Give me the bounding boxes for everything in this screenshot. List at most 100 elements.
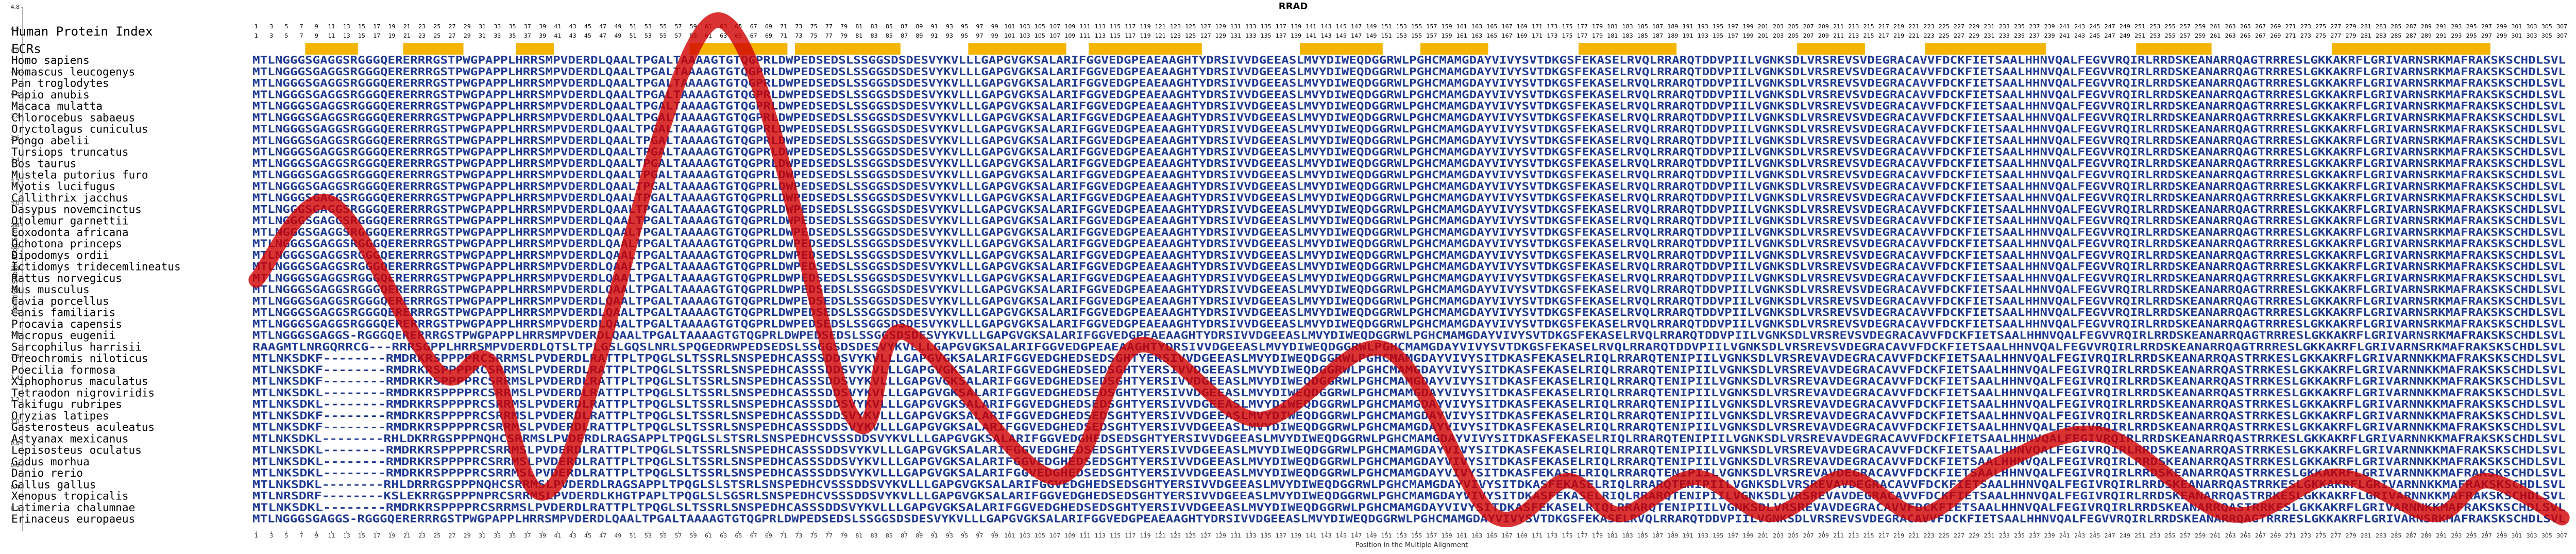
top-position-label: 209: [1818, 32, 1829, 39]
x-tick-label: 283: [2376, 532, 2386, 539]
species-name: Bos taurus: [11, 157, 76, 170]
x-tick-label: 129: [1215, 532, 1226, 539]
x-tick-label: 165: [1486, 532, 1497, 539]
top-position-label: 119: [1140, 32, 1151, 39]
top-index-label: 253: [2149, 23, 2160, 30]
x-tick-label: 299: [2496, 532, 2507, 539]
top-index-label: 145: [1336, 23, 1347, 30]
top-position-label: 41: [554, 32, 561, 39]
x-tick-label: 63: [720, 532, 727, 539]
species-name: Procavia capensis: [11, 318, 122, 330]
x-tick-label: 193: [1698, 532, 1708, 539]
top-index-label: 147: [1351, 23, 1362, 30]
top-position-label: 11: [328, 32, 335, 39]
ecr-box: [305, 43, 358, 55]
top-index-label: 111: [1080, 23, 1091, 30]
top-index-label: 45: [584, 23, 591, 30]
x-tick-label: 169: [1517, 532, 1528, 539]
top-position-label: 237: [2029, 32, 2040, 39]
species-name: Cavia porcellus: [11, 295, 109, 307]
x-tick-label: 221: [1908, 532, 1919, 539]
top-position-label: 231: [1984, 32, 1995, 39]
sequence: MTLNKSDKL--------RMDRKRSPPPPRCSRRMSLPVDE…: [252, 467, 2566, 479]
y-tick-label: 4.6: [11, 25, 20, 32]
x-tick-label: 53: [645, 532, 652, 539]
y-tick-label: 2.8: [11, 222, 20, 228]
sequence: MTLNGGGSGAGGSRGGGQERERRRGSTPWGPAPPLHRRSM…: [252, 169, 2566, 181]
y-tick-label: 2.6: [11, 244, 20, 250]
x-tick-label: 173: [1547, 532, 1557, 539]
x-tick-label: 25: [433, 532, 440, 539]
species-name: Lepisosteus oculatus: [11, 444, 142, 457]
y-tick-label: 3.8: [11, 113, 20, 120]
y-tick-label: 0.4: [11, 483, 20, 490]
top-position-label: 89: [916, 32, 923, 39]
top-index-label: 157: [1426, 23, 1437, 30]
top-index-label: 275: [2315, 23, 2326, 30]
x-tick-label: 77: [825, 532, 833, 539]
x-tick-label: 121: [1155, 532, 1166, 539]
top-index-label: 113: [1095, 23, 1106, 30]
top-position-label: 103: [1020, 32, 1030, 39]
x-tick-label: 37: [524, 532, 531, 539]
y-tick-label: 4.8: [11, 4, 20, 10]
x-tick-label: 135: [1261, 532, 1272, 539]
x-tick-label: 223: [1924, 532, 1935, 539]
x-tick-label: 235: [2014, 532, 2025, 539]
top-index-label: 105: [1035, 23, 1045, 30]
species-name: Pan troglodytes: [11, 77, 109, 90]
top-index-label: 177: [1577, 23, 1588, 30]
top-index-label: 187: [1652, 23, 1663, 30]
top-index-label: 83: [871, 23, 878, 30]
top-position-label: 253: [2149, 32, 2160, 39]
top-position-label: 157: [1426, 32, 1437, 39]
x-tick-label: 181: [1607, 532, 1618, 539]
top-position-label: 143: [1321, 32, 1332, 39]
top-position-label: 299: [2496, 32, 2507, 39]
ecr-box: [2136, 43, 2212, 55]
top-position-label: 179: [1592, 32, 1603, 39]
top-index-label: 263: [2225, 23, 2236, 30]
x-tick-label: 171: [1532, 532, 1543, 539]
x-tick-label: 183: [1622, 532, 1633, 539]
x-tick-label: 151: [1381, 532, 1392, 539]
x-tick-label: 43: [569, 532, 577, 539]
sequence: MTLNGGGSGAGGSRGGGQERERRRGSTPWGPAPPLHRRSM…: [252, 192, 2566, 204]
species-name: Nomascus leucogenys: [11, 65, 135, 78]
y-tick-label: 4.0: [11, 91, 20, 97]
top-position-label: 235: [2014, 32, 2025, 39]
y-tick-label: 4.4: [11, 47, 20, 54]
top-index-label: 119: [1140, 23, 1151, 30]
species-name: Tetraodon nigroviridis: [11, 387, 155, 399]
top-position-label: 135: [1261, 32, 1272, 39]
x-tick-label: 241: [2059, 532, 2070, 539]
top-position-label: 207: [1803, 32, 1814, 39]
top-index-label: 173: [1547, 23, 1557, 30]
top-index-label: 265: [2240, 23, 2251, 30]
x-tick-label: 263: [2225, 532, 2236, 539]
x-tick-label: 189: [1667, 532, 1678, 539]
top-position-label: 307: [2556, 32, 2567, 39]
x-tick-label: 255: [2165, 532, 2176, 539]
ecr-box: [1089, 43, 1202, 55]
top-index-label: 79: [840, 23, 848, 30]
x-tick-label: 57: [674, 532, 682, 539]
sequence: MTLNKSDKL--------RHLDKRRGSPPPNQHCSRRMSLP…: [252, 432, 2566, 445]
top-index-label: 195: [1713, 23, 1723, 30]
species-name: Dipodomys ordii: [11, 249, 109, 261]
species-name: Mustela putorius furo: [11, 169, 148, 181]
x-tick-label: 163: [1471, 532, 1482, 539]
sequence: MTLNGGGSGAGGSRGGGQERERRRGSTPWGPAPPLHRRSM…: [252, 134, 2566, 146]
top-index-label: 107: [1049, 23, 1060, 30]
y-tick-label: 1.6: [11, 352, 20, 359]
x-tick-label: 117: [1125, 532, 1136, 539]
x-tick-label: 139: [1291, 532, 1301, 539]
top-position-label: 229: [1969, 32, 1979, 39]
top-index-label: 271: [2285, 23, 2296, 30]
ecr-box: [1420, 43, 1488, 55]
x-tick-label: 103: [1020, 532, 1030, 539]
x-tick-label: 91: [931, 532, 938, 539]
species-name: Xiphophorus maculatus: [11, 375, 148, 388]
top-position-label: 15: [358, 32, 365, 39]
x-tick-label: 101: [1004, 532, 1015, 539]
